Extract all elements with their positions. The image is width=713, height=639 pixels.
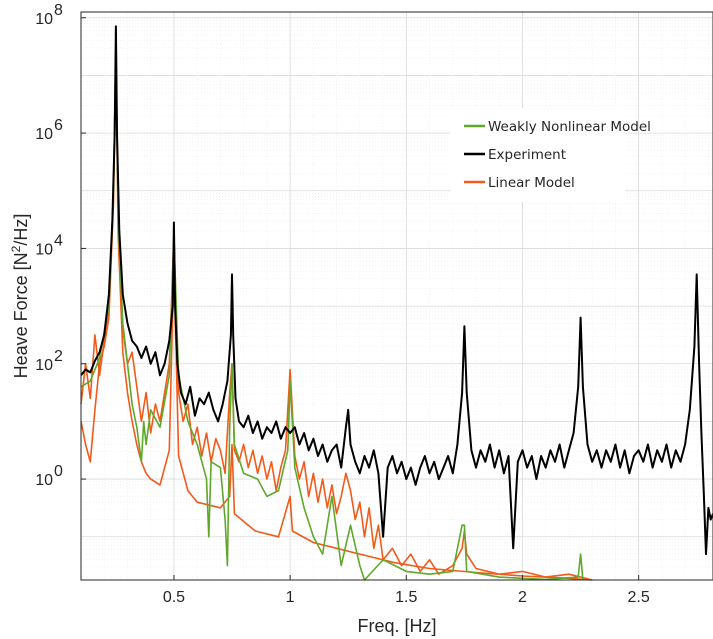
legend: Weakly Nonlinear Model Experiment Linear M…	[450, 108, 651, 202]
x-tick-label: 2	[518, 589, 527, 606]
x-tick-label: 1.5	[395, 589, 417, 606]
x-tick-label: 0.5	[163, 589, 185, 606]
legend-label: Weakly Nonlinear Model	[488, 119, 651, 135]
y-tick-label: 10	[35, 241, 53, 258]
y-tick-exponent: 6	[54, 117, 63, 134]
plot-area	[80, 11, 713, 581]
plot-frame	[80, 11, 713, 581]
x-tick-label: 2.5	[628, 589, 650, 606]
y-tick-label: 10	[35, 11, 53, 28]
x-tick-label: 1	[286, 589, 295, 606]
series-line-linear	[80, 40, 593, 581]
y-tick-label: 10	[35, 472, 53, 489]
y-tick-exponent: 0	[54, 463, 63, 480]
y-tick-exponent: 8	[54, 2, 63, 19]
grid-lines	[80, 12, 713, 580]
series-line-experiment	[80, 25, 713, 556]
legend-label: Linear Model	[488, 175, 575, 191]
x-axis-label: Freq. [Hz]	[357, 616, 436, 636]
y-axis-label: Heave Force [N2/Hz]	[9, 214, 31, 379]
x-axis-ticks: 0.5 1 1.5 2 2.5	[163, 575, 650, 606]
y-tick-exponent: 2	[54, 348, 63, 365]
legend-label: Experiment	[488, 147, 566, 163]
y-axis-label-sup: 2	[9, 245, 23, 252]
y-tick-label: 10	[35, 357, 53, 374]
y-tick-label: 10	[35, 126, 53, 143]
series-layer	[80, 25, 713, 581]
y-tick-exponent: 4	[54, 232, 63, 249]
series-line-weakly_nonlinear	[80, 45, 584, 581]
y-axis-label-main: Heave Force [N	[11, 252, 31, 378]
y-axis-label-tail: /Hz]	[11, 214, 31, 246]
